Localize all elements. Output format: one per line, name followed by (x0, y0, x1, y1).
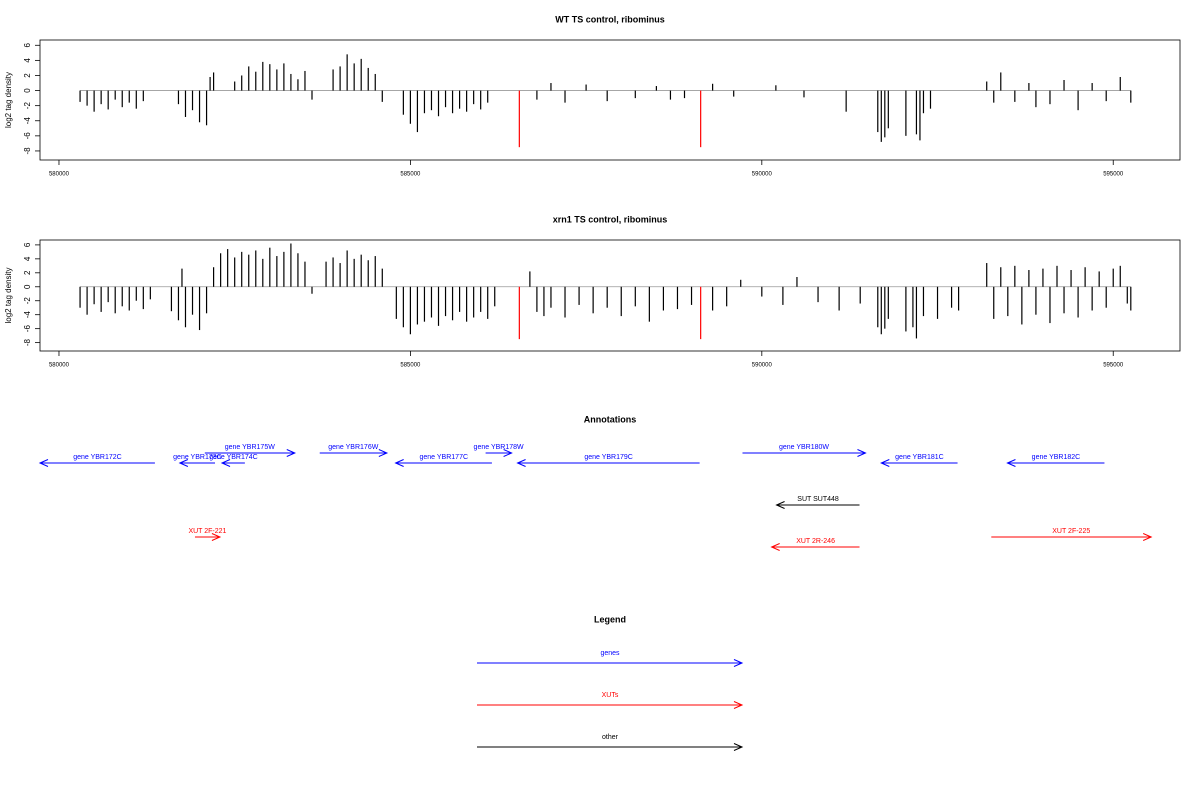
feature-label: gene YBR172C (73, 454, 122, 461)
feature-label: gene YBR181C (895, 454, 944, 461)
y-tick-label: -8 (23, 147, 32, 155)
plot-frame (39, 239, 1181, 352)
x-tick-label: 585000 (400, 172, 421, 178)
feature-arrow-head (516, 459, 526, 467)
x-tick-label: 580000 (49, 363, 70, 369)
panel-title: xrn1 TS control, ribominus (553, 214, 668, 224)
y-tick-label: -6 (23, 132, 32, 140)
y-tick-label: -2 (23, 102, 32, 110)
x-tick-label: 590000 (752, 172, 773, 178)
y-tick-label: 4 (23, 58, 32, 63)
y-tick-label: -4 (23, 117, 32, 125)
feature-label: gene YBR176W (328, 444, 378, 451)
y-tick-label: 2 (23, 73, 32, 78)
x-tick-label: 590000 (752, 363, 773, 369)
y-tick-label: -6 (23, 325, 32, 333)
feature-label: gene YBR178W (474, 444, 524, 451)
y-tick-label: 6 (23, 43, 32, 48)
y-tick-label: 4 (23, 256, 32, 261)
feature-label: SUT SUT448 (797, 496, 839, 503)
panel-title: WT TS control, ribominus (555, 14, 665, 24)
feature-label: gene YBR182C (1032, 454, 1081, 461)
feature-label: gene YBR179C (584, 454, 633, 461)
y-tick-label: 0 (23, 88, 32, 93)
x-tick-label: 595000 (1103, 363, 1124, 369)
y-axis-label: log2 tag density (4, 267, 13, 323)
feature-arrow-head (857, 449, 867, 457)
feature-label: gene YBR175W (225, 444, 275, 451)
feature-arrow-head (880, 459, 890, 467)
feature-label: gene YBR180W (779, 444, 829, 451)
y-tick-label: 2 (23, 270, 32, 275)
legend-arrow-head (733, 659, 744, 667)
legend-label: other (602, 734, 619, 741)
y-tick-label: -8 (23, 339, 32, 347)
feature-label: gene YBR174C (209, 454, 258, 461)
x-tick-label: 585000 (400, 363, 421, 369)
y-tick-label: -2 (23, 297, 32, 305)
feature-label: XUT 2R-246 (796, 538, 835, 545)
legend-label: XUTs (602, 692, 619, 699)
feature-arrow-head (1142, 533, 1153, 541)
feature-arrow-head (220, 459, 231, 467)
feature-label: XUT 2F-225 (1052, 528, 1090, 535)
y-tick-label: 6 (23, 242, 32, 247)
feature-arrow-head (1006, 459, 1016, 467)
feature-arrow-head (211, 533, 222, 541)
x-tick-label: 580000 (49, 172, 70, 178)
y-tick-label: -4 (23, 311, 32, 319)
feature-label: XUT 2F-221 (188, 528, 226, 535)
y-tick-label: 0 (23, 284, 32, 289)
x-tick-label: 595000 (1103, 172, 1124, 178)
feature-label: gene YBR173C (173, 454, 222, 461)
feature-arrow-head (38, 459, 49, 467)
feature-arrow-head (286, 449, 297, 457)
plot-frame (39, 39, 1181, 161)
legend-arrow-head (733, 701, 744, 709)
annotations-title: Annotations (584, 414, 637, 424)
feature-arrow-head (770, 543, 780, 551)
legend-label: genes (600, 650, 620, 657)
feature-arrow-head (503, 449, 513, 457)
legend-title: Legend (594, 614, 626, 624)
legend-arrow-head (733, 743, 744, 751)
y-axis-label: log2 tag density (4, 72, 13, 128)
feature-arrow-head (378, 449, 389, 457)
feature-label: gene YBR177C (420, 454, 469, 461)
feature-arrow-head (394, 459, 404, 467)
feature-arrow-head (775, 501, 785, 509)
feature-arrow-head (178, 459, 189, 467)
